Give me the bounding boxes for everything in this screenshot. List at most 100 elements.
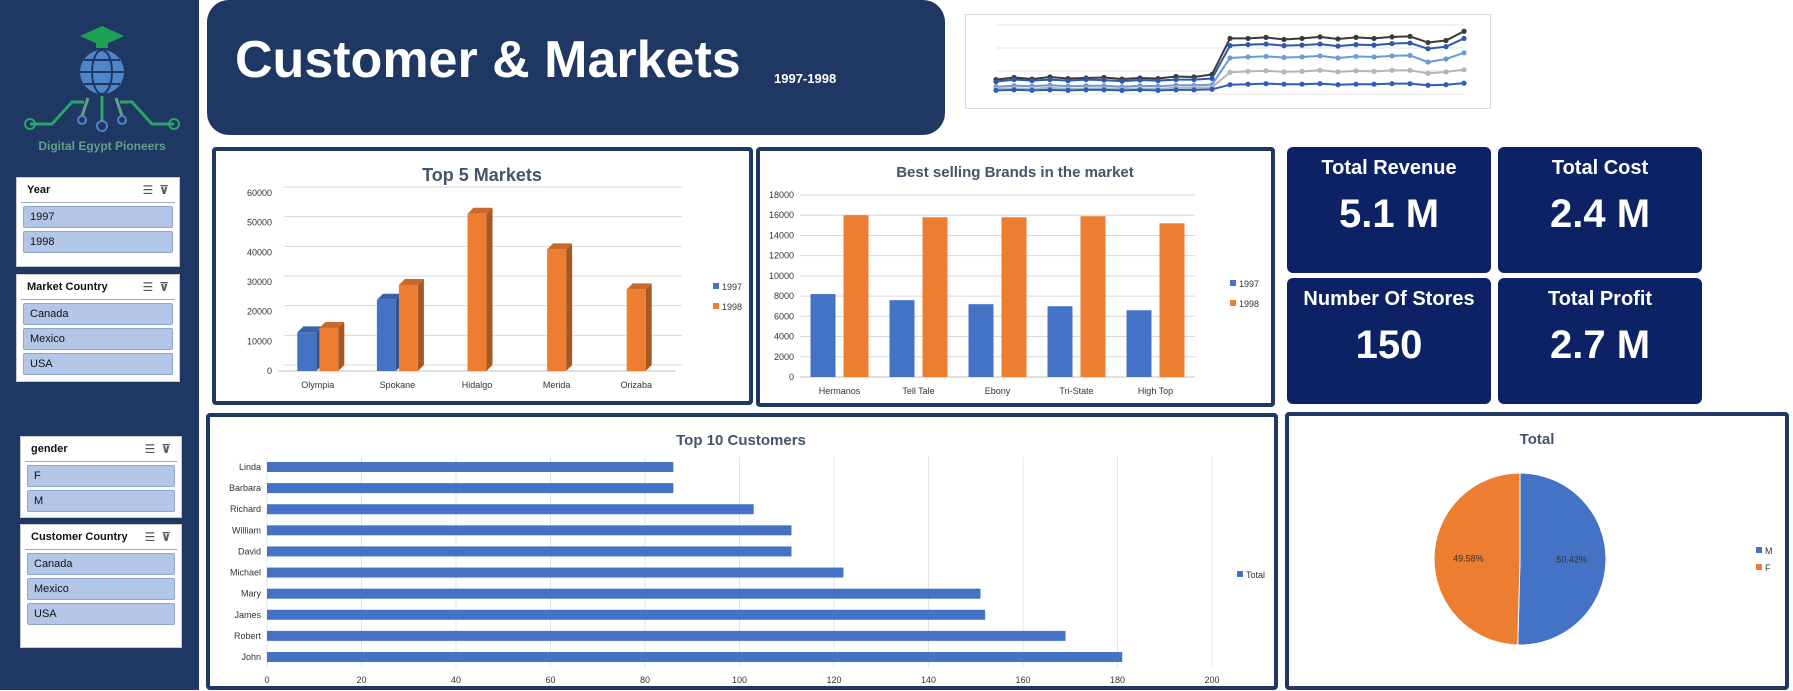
- sparkline-point: [1065, 78, 1071, 84]
- sparkline-point: [1281, 54, 1287, 61]
- multi-select-icon[interactable]: ☰: [144, 442, 156, 456]
- sparkline-point: [1353, 81, 1359, 87]
- y-tick-label: James: [234, 610, 261, 620]
- sparkline-point: [1227, 55, 1233, 61]
- y-tick-label: 10000: [247, 336, 272, 346]
- kpi-value: 5.1 M: [1338, 192, 1440, 236]
- slicer-item[interactable]: 1998: [23, 231, 173, 253]
- bar-top: [376, 293, 402, 300]
- bar-top: [467, 207, 493, 214]
- sparkline-point: [1263, 68, 1269, 74]
- sparkline-point: [1335, 69, 1341, 75]
- multi-select-icon[interactable]: ☰: [142, 280, 154, 294]
- sparkline-point: [1389, 67, 1395, 73]
- slicer-item[interactable]: F: [27, 465, 175, 487]
- sparkline-point: [1353, 53, 1359, 60]
- slicer-title: Customer Country: [31, 531, 128, 543]
- bar-tri-state-1997: [1047, 306, 1073, 377]
- x-tick-label: 60: [545, 675, 555, 685]
- multi-select-icon[interactable]: ☰: [142, 183, 154, 197]
- y-tick-label: 20000: [247, 307, 272, 317]
- y-tick-label: 14000: [769, 230, 794, 240]
- slicer-item[interactable]: USA: [23, 353, 173, 375]
- x-tick-label: 0: [264, 675, 269, 685]
- sparkline-point: [1443, 37, 1449, 44]
- sparkline-point: [1317, 41, 1323, 47]
- slicer-item[interactable]: 1997: [23, 206, 173, 228]
- y-tick-label: 4000: [774, 332, 794, 342]
- bar-top: [398, 278, 424, 285]
- sparkline-point: [1353, 68, 1359, 74]
- y-tick-label: David: [238, 546, 261, 556]
- clear-filter-icon[interactable]: ⊽: [161, 530, 171, 544]
- multi-select-icon[interactable]: ☰: [144, 530, 156, 544]
- sparkline-point: [1407, 40, 1413, 46]
- sparkline-point: [1389, 53, 1395, 59]
- y-tick-label: Richard: [230, 504, 261, 514]
- page-subtitle: 1997-1998: [774, 71, 837, 86]
- sparkline-point: [1371, 35, 1377, 42]
- y-tick-label: 30000: [247, 277, 272, 287]
- sparkline-point: [1407, 81, 1413, 87]
- slicer-item[interactable]: M: [27, 490, 175, 512]
- sparkline-point: [1227, 35, 1233, 42]
- y-tick-label: 18000: [769, 190, 794, 200]
- y-tick-label: 60000: [247, 188, 272, 198]
- sparkline-point: [1317, 67, 1323, 73]
- bar-side: [566, 243, 573, 371]
- y-tick-label: 6000: [774, 311, 794, 321]
- bar-top: [547, 243, 573, 250]
- sparkline-point: [1425, 46, 1431, 52]
- slicer-customer-country: Customer Country ☰ ⊽ Canada Mexico USA: [20, 524, 182, 648]
- bar-robert: [267, 630, 1066, 641]
- bar-linda: [267, 462, 674, 472]
- x-tick-label: Spokane: [380, 380, 416, 390]
- slicer-item[interactable]: Mexico: [27, 578, 175, 600]
- page-title: Customer & Markets: [235, 31, 741, 89]
- y-tick-label: Barbara: [229, 483, 261, 493]
- y-tick-label: 0: [267, 366, 272, 376]
- sparkline-point: [1461, 67, 1467, 73]
- sparkline-point: [1227, 82, 1233, 88]
- kpi-value: 150: [1355, 323, 1423, 367]
- bar-barbara: [267, 483, 674, 494]
- legend-label: 1997: [1239, 279, 1259, 289]
- bar-tell-tale-1998: [922, 217, 948, 377]
- sparkline-point: [1299, 54, 1305, 60]
- sparkline-point: [1011, 76, 1017, 83]
- sparkline-point: [1263, 41, 1269, 47]
- panel-top10-customers: Top 10 Customers 0 20 40 60 80 100 120 140 160 180…: [206, 413, 1278, 690]
- sparkline-point: [1119, 78, 1125, 84]
- x-tick-label: Tell Tale: [902, 386, 934, 396]
- legend-swatch: [713, 283, 719, 289]
- slicer-item[interactable]: Canada: [23, 303, 173, 325]
- sparkline-panel: [965, 14, 1491, 109]
- pie-slice-F: [1433, 472, 1521, 646]
- x-tick-label: Ebony: [985, 386, 1011, 396]
- sparkline-point: [1155, 78, 1161, 84]
- bar-olympia-1997: [297, 332, 317, 371]
- y-tick-label: William: [232, 525, 261, 535]
- x-tick-label: 180: [1110, 675, 1125, 685]
- clear-filter-icon[interactable]: ⊽: [159, 280, 169, 294]
- slicer-item[interactable]: Canada: [27, 553, 175, 575]
- legend-swatch: [1756, 547, 1762, 553]
- slicer-item[interactable]: USA: [27, 603, 175, 625]
- bar-top: [319, 321, 345, 328]
- slicer-item[interactable]: Mexico: [23, 328, 173, 350]
- bar-side: [417, 278, 424, 371]
- sparkline-point: [1263, 53, 1269, 60]
- clear-filter-icon[interactable]: ⊽: [159, 183, 169, 197]
- sparkline-point: [1461, 80, 1467, 86]
- y-tick-label: 8000: [774, 291, 794, 301]
- slicer-year: Year ☰ ⊽ 1997 1998: [16, 177, 180, 267]
- y-tick-label: 40000: [247, 247, 272, 257]
- bar-top: [297, 326, 323, 333]
- top10-customers-chart: Top 10 Customers 0 20 40 60 80 100 120 140 160 180…: [229, 432, 1265, 685]
- sparkline-point: [1389, 34, 1395, 40]
- sparkline-point: [1389, 40, 1395, 47]
- x-tick-label: Olympia: [301, 380, 334, 390]
- bar-john: [267, 652, 1123, 662]
- clear-filter-icon[interactable]: ⊽: [161, 442, 171, 456]
- sparkline-point: [1263, 34, 1269, 40]
